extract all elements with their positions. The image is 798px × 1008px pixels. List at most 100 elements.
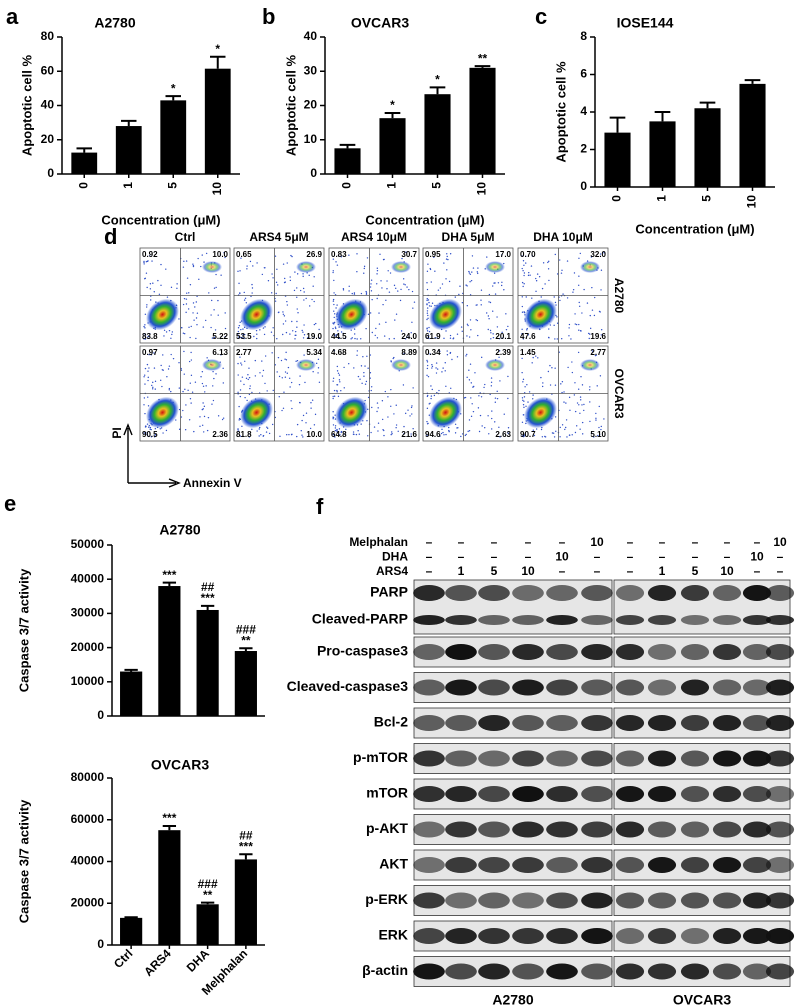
event-dot [309,427,312,430]
event-dot [333,303,335,306]
event-dot [436,368,439,370]
event-dot [375,327,377,330]
chart-title: A2780 [94,15,135,31]
event-dot [406,286,408,288]
event-dot [426,310,429,312]
protein-band [680,928,710,944]
event-dot [261,375,264,377]
blot-label: A2780 [492,992,533,1008]
event-dot [366,355,368,357]
event-dot [271,273,273,275]
event-dot [521,357,523,360]
event-dot [211,337,214,339]
event-dot [358,433,361,435]
event-dot [434,337,436,339]
protein-label: p-AKT [366,820,408,836]
event-dot [568,323,571,326]
event-dot [456,333,459,335]
event-dot [491,410,493,412]
event-dot [238,419,240,421]
bar [115,126,142,174]
event-dot [412,307,414,309]
event-dot [305,422,307,424]
event-dot [490,428,493,430]
event-dot [435,372,438,374]
protein-band [581,750,613,767]
event-dot [189,284,192,286]
event-dot [426,361,429,363]
significance: * [171,81,176,95]
event-dot [348,363,350,365]
event-dot [238,282,240,285]
event-dot [182,303,185,306]
event-dot [333,435,335,438]
protein-band [742,821,772,838]
event-dot [527,274,530,277]
event-dot [351,292,353,295]
protein-band [765,585,795,601]
event-dot [370,431,372,434]
event-density [391,359,411,371]
event-dot [147,435,150,438]
event-dot [242,333,244,336]
event-density [580,359,600,371]
event-dot [443,337,445,340]
event-dot [465,355,467,357]
event-dot [193,430,195,433]
event-dot [484,427,486,429]
error-bar [339,143,356,149]
quadrant-value: 0.65 [236,250,252,259]
event-dot [492,310,494,312]
protein-band [765,644,795,660]
event-dot [486,312,488,314]
event-dot [454,296,456,298]
event-dot [476,304,478,306]
event-dot [433,256,435,258]
event-dot [241,376,244,378]
protein-band [680,857,710,873]
event-dot [188,360,191,363]
event-dot [554,367,556,369]
event-dot [303,334,306,336]
event-dot [256,333,258,335]
event-dot [521,333,523,335]
event-dot [426,364,429,367]
protein-band [445,750,477,767]
event-dot [144,367,147,370]
event-dot [183,333,186,335]
event-dot [275,292,277,295]
event-dot [475,319,477,321]
event-dot [317,367,320,369]
event-dot [202,326,205,328]
protein-band [615,615,645,625]
event-dot [144,374,146,376]
protein-band [680,715,710,731]
event-dot [556,273,559,275]
protein-band [445,963,477,980]
event-density [524,298,557,331]
event-dot [143,332,146,335]
event-dot [524,433,526,435]
event-dot [426,282,428,284]
protein-band [647,615,677,625]
event-dot [241,425,243,428]
event-dot [365,290,367,293]
event-dot [190,325,192,328]
event-dot [578,323,580,326]
event-dot [468,270,470,273]
event-dot [430,281,432,283]
event-dot [302,414,305,417]
protein-band [647,857,677,873]
event-dot [571,371,574,374]
event-dot [446,255,448,258]
event-dot [412,387,414,389]
event-dot [391,431,393,433]
event-dot [535,290,537,293]
protein-band [512,963,544,980]
event-dot [551,432,554,434]
event-dot [565,419,568,421]
protein-band [478,615,510,625]
significance: *** [162,568,176,582]
event-dot [488,433,490,435]
event-dot [163,335,165,337]
